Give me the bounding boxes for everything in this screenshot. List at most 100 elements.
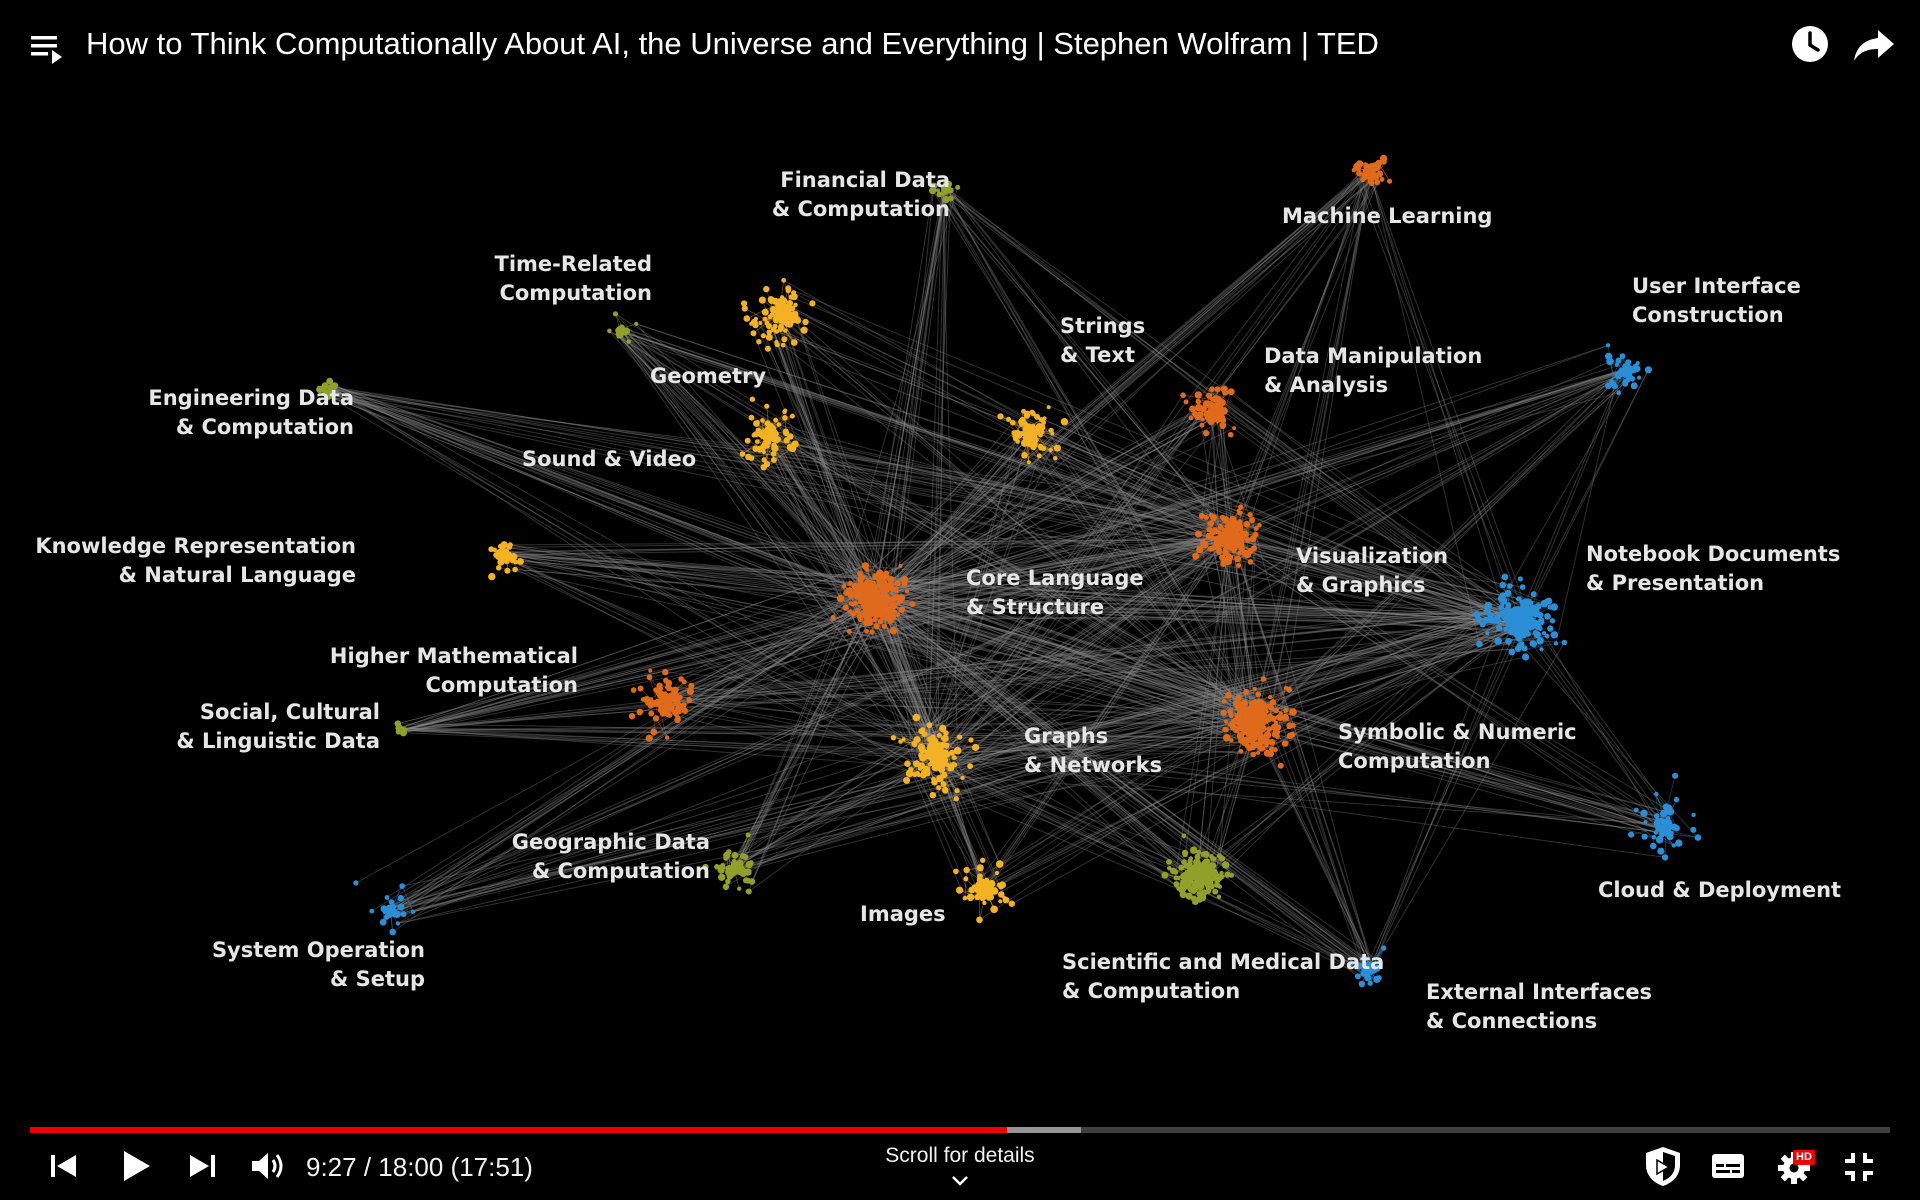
graph-edge [872,371,1622,610]
graph-node [743,315,751,322]
graph-edge [939,544,1206,780]
graph-edge [398,610,880,733]
graph-node [1245,713,1251,720]
graph-edge [397,648,1519,729]
subtitles-button[interactable] [1710,1150,1746,1182]
graph-edge [873,602,1268,736]
graph-edge [771,430,1265,711]
extension-shield-button[interactable] [1642,1144,1684,1188]
graph-edge [618,333,1520,620]
graph-edge [877,600,1265,729]
graph-edge [744,308,766,320]
graph-node [1031,429,1036,434]
graph-edge [1011,627,1515,905]
graph-node [1273,707,1279,714]
graph-node [976,864,984,872]
graph-node [750,330,757,337]
graph-node [1476,640,1483,648]
watch-later-button[interactable] [1788,22,1832,66]
graph-edge [402,729,929,755]
graph-edge [770,433,875,600]
graph-edge [783,280,881,577]
graph-node [911,740,918,748]
graph-node [932,752,938,757]
graph-node [1205,876,1211,882]
graph-edge [911,176,1365,605]
video-title[interactable]: How to Think Computationally About AI, t… [86,26,1379,61]
graph-edge [504,540,1232,553]
graph-edge [866,190,934,611]
graph-node [830,614,836,621]
graph-node [758,296,767,304]
graph-edge [504,554,1487,621]
playlist-button[interactable] [28,28,68,68]
graph-node [857,570,863,577]
graph-edge [502,554,879,581]
exit-fullscreen-button[interactable] [1842,1150,1876,1184]
cluster-label-scientific: Scientific and Medical Data & Computatio… [1062,950,1385,1003]
graph-node [898,595,904,601]
graph-node [905,769,914,778]
graph-edge [863,533,1231,598]
graph-node [763,308,768,313]
graph-edge [780,318,1258,722]
graph-node [1216,894,1222,899]
graph-node [1204,400,1212,408]
graph-edge [763,459,1521,621]
graph-node [1507,583,1513,589]
graph-edge [982,712,1251,888]
graph-node [1275,734,1280,740]
graph-edge [874,189,945,599]
graph-node [1268,739,1276,746]
graph-node [1538,612,1544,618]
share-button[interactable] [1852,22,1896,66]
progress-bar[interactable] [30,1127,1890,1133]
graph-edge [663,699,1256,717]
volume-button[interactable] [248,1148,288,1184]
graph-edge [870,608,1359,977]
graph-edge [886,416,1216,599]
graph-edge [788,305,1232,550]
video-frame[interactable]: Financial Data & Computation Machine Lear… [0,90,1920,1090]
graph-edge [869,613,1518,621]
chevron-down-icon[interactable] [950,1174,970,1188]
graph-edge [787,322,1253,729]
graph-edge [1200,613,1529,882]
graph-edge [1222,542,1661,831]
graph-edge [1239,528,1263,714]
graph-node [1651,834,1657,840]
time-display: 9:27 / 18:00 (17:51) [306,1152,533,1182]
graph-edge [371,606,870,912]
play-button[interactable] [116,1146,156,1186]
graph-node [1550,631,1559,639]
graph-node [1619,353,1626,360]
cluster-social [394,720,407,737]
graph-edge [402,583,905,731]
previous-button[interactable] [46,1148,82,1184]
graph-edge [772,432,1254,710]
graph-node [1348,960,1355,966]
next-button[interactable] [184,1148,220,1184]
scroll-for-details[interactable]: Scroll for details [885,1144,1035,1167]
graph-edge [850,582,1522,610]
graph-edge [659,619,875,706]
graph-edge [399,565,866,729]
graph-node [760,333,767,339]
graph-node [946,187,952,194]
graph-node [1517,576,1523,582]
graph-edge [1229,534,1498,622]
graph-edge [1543,632,1661,831]
graph-edge [849,611,1538,615]
graph-node [1538,617,1545,624]
graph-edge [403,532,1243,734]
graph-node [1046,405,1051,410]
graph-edge [1265,170,1371,738]
graph-edge [873,414,1212,594]
graph-node [1263,735,1269,741]
graph-edge [867,344,1609,617]
graph-edge [1236,539,1515,615]
graph-edge [868,158,1384,606]
graph-node [1218,523,1224,529]
graph-node [1253,716,1260,723]
